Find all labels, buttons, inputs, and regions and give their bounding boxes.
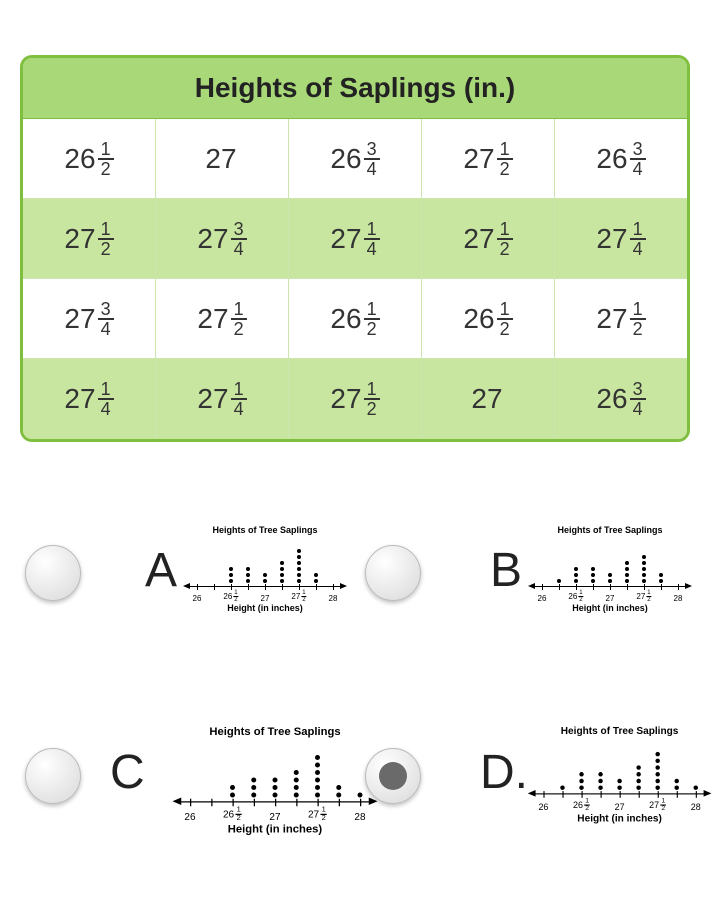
- dotplot-xlabel: Height (in inches): [530, 812, 709, 823]
- dotplot-d: Heights of Tree Saplings26261227271228He…: [530, 725, 709, 824]
- dotplot-xlabel: Height (in inches): [185, 603, 345, 613]
- dotplot-a: Heights of Tree Saplings26261227271228He…: [185, 525, 345, 613]
- option-radio-d[interactable]: [365, 748, 421, 804]
- option-radio-c[interactable]: [25, 748, 81, 804]
- table-cell: 27: [422, 359, 555, 439]
- table-row: 271427142712272634: [23, 359, 687, 439]
- dotplot-title: Heights of Tree Saplings: [175, 725, 375, 738]
- table-cell: 2714: [156, 359, 289, 439]
- table-cell: 2712: [156, 279, 289, 359]
- table-cell: 2712: [23, 199, 156, 279]
- table-cell: 2712: [422, 199, 555, 279]
- dotplot-xlabel: Height (in inches): [175, 823, 375, 836]
- table-row: 27122734271427122714: [23, 199, 687, 279]
- dotplot-title: Heights of Tree Saplings: [185, 525, 345, 535]
- option-label-c: C: [110, 745, 145, 800]
- table-cell: 27: [156, 119, 289, 199]
- table-row: 261227263427122634: [23, 119, 687, 199]
- data-table: Heights of Saplings (in.) 26122726342712…: [20, 55, 690, 442]
- dotplot-xlabel: Height (in inches): [530, 603, 690, 613]
- dotplot-title: Heights of Tree Saplings: [530, 525, 690, 535]
- dotplot-b: Heights of Tree Saplings26261227271228He…: [530, 525, 690, 613]
- option-radio-a[interactable]: [25, 545, 81, 601]
- table-cell: 2734: [156, 199, 289, 279]
- table-cell: 2712: [555, 279, 687, 359]
- table-cell: 2634: [289, 119, 422, 199]
- table-cell: 2612: [289, 279, 422, 359]
- table-cell: 2734: [23, 279, 156, 359]
- table-cell: 2714: [289, 199, 422, 279]
- option-label-b: B: [490, 543, 522, 598]
- table-cell: 2712: [422, 119, 555, 199]
- option-label-a: A: [145, 543, 177, 598]
- dotplot-title: Heights of Tree Saplings: [530, 725, 709, 736]
- table-cell: 2612: [23, 119, 156, 199]
- table-cell: 2714: [555, 199, 687, 279]
- option-radio-b[interactable]: [365, 545, 421, 601]
- option-label-d: D.: [480, 745, 528, 800]
- table-cell: 2712: [289, 359, 422, 439]
- dotplot-c: Heights of Tree Saplings26261227271228He…: [175, 725, 375, 835]
- table-title: Heights of Saplings (in.): [23, 58, 687, 119]
- table-row: 27342712261226122712: [23, 279, 687, 359]
- table-cell: 2634: [555, 119, 687, 199]
- table-cell: 2714: [23, 359, 156, 439]
- table-cell: 2612: [422, 279, 555, 359]
- table-cell: 2634: [555, 359, 687, 439]
